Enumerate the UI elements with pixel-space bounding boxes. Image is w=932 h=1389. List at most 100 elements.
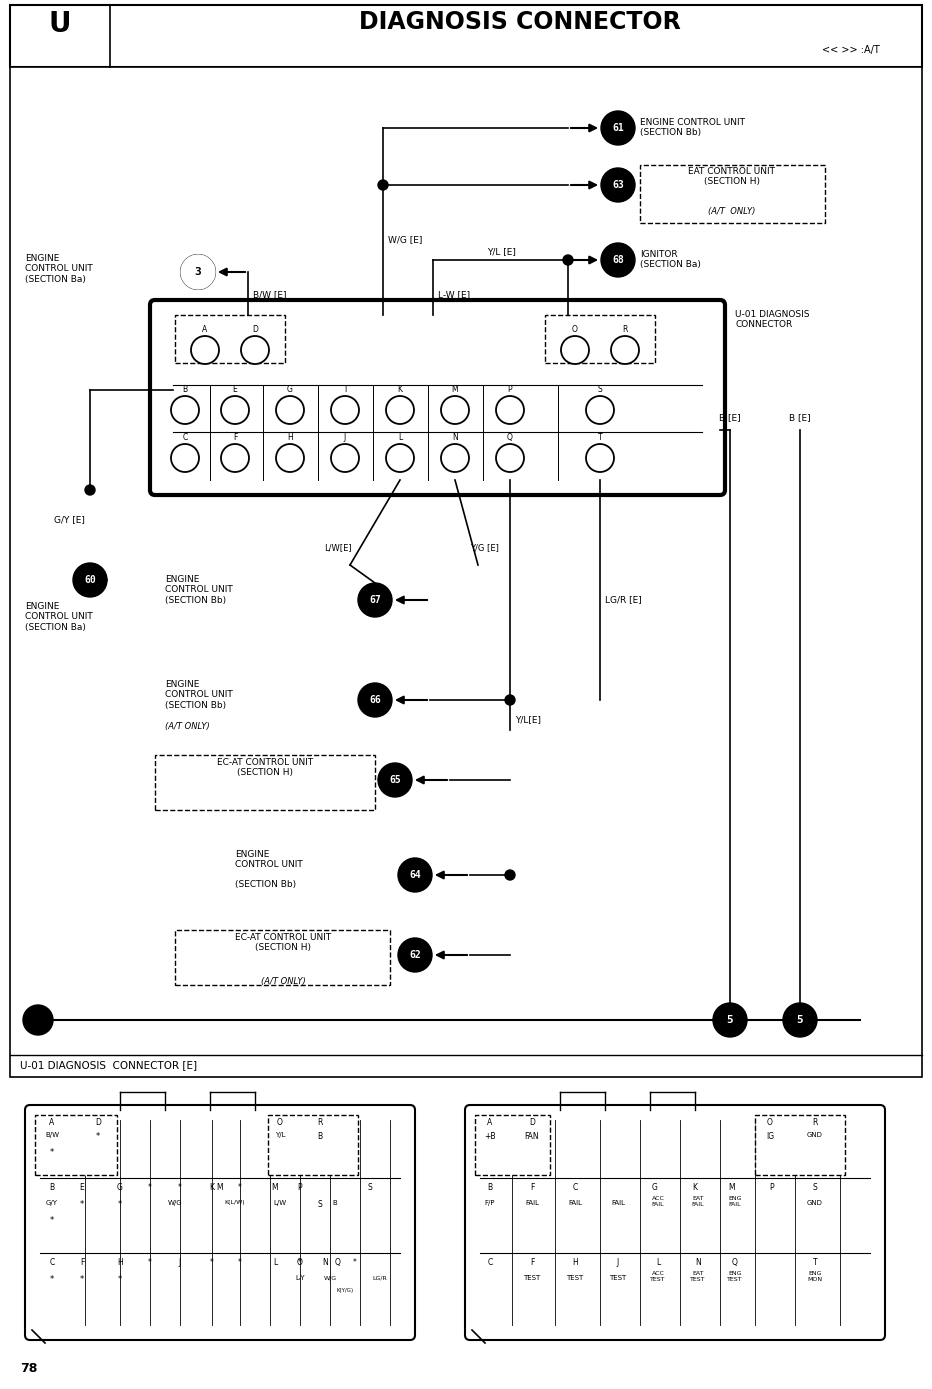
FancyBboxPatch shape (268, 1115, 358, 1175)
Text: R: R (813, 1118, 817, 1126)
Text: << >> :A/T: << >> :A/T (822, 44, 880, 56)
Text: ACC
FAIL: ACC FAIL (651, 1196, 665, 1207)
Text: 5: 5 (797, 1015, 803, 1025)
Text: GND: GND (807, 1132, 823, 1138)
Text: O: O (277, 1118, 283, 1126)
Circle shape (386, 396, 414, 424)
Circle shape (496, 396, 524, 424)
Text: L/W: L/W (273, 1200, 286, 1206)
Text: B: B (333, 1200, 337, 1206)
Text: B/W [E]: B/W [E] (253, 290, 286, 300)
Circle shape (378, 763, 412, 797)
Text: Q: Q (507, 433, 513, 442)
Text: K(Y/G): K(Y/G) (336, 1288, 353, 1293)
FancyBboxPatch shape (545, 315, 655, 363)
Text: S: S (813, 1183, 817, 1192)
Text: *: * (210, 1258, 214, 1267)
Circle shape (386, 444, 414, 472)
Circle shape (378, 181, 388, 190)
Text: *: * (178, 1183, 182, 1192)
FancyBboxPatch shape (475, 1115, 550, 1175)
Circle shape (171, 396, 199, 424)
Circle shape (181, 256, 215, 289)
Text: L: L (398, 433, 402, 442)
Text: ENGINE
CONTROL UNIT
(SECTION Ba): ENGINE CONTROL UNIT (SECTION Ba) (25, 601, 93, 632)
Text: EAT
TEST: EAT TEST (691, 1271, 706, 1282)
Text: Q: Q (732, 1258, 738, 1267)
Text: 64: 64 (409, 870, 421, 881)
Text: G: G (34, 1015, 42, 1025)
Text: G: G (287, 385, 293, 394)
Circle shape (398, 938, 432, 972)
Circle shape (191, 336, 219, 364)
Text: J: J (617, 1258, 619, 1267)
Text: ENG
FAIL: ENG FAIL (728, 1196, 742, 1207)
Text: ENGINE
CONTROL UNIT
(SECTION Bb): ENGINE CONTROL UNIT (SECTION Bb) (165, 681, 233, 710)
Text: Y/L [E]: Y/L [E] (487, 247, 516, 257)
Text: G: G (652, 1183, 658, 1192)
Text: 65: 65 (390, 775, 401, 785)
Circle shape (331, 396, 359, 424)
Text: D: D (529, 1118, 535, 1126)
Text: ACC
TEST: ACC TEST (651, 1271, 665, 1282)
FancyBboxPatch shape (755, 1115, 845, 1175)
Circle shape (358, 583, 392, 617)
Text: K(L/W): K(L/W) (225, 1200, 245, 1206)
Text: E: E (79, 1183, 85, 1192)
Text: S: S (318, 1200, 322, 1208)
Text: L: L (656, 1258, 660, 1267)
Text: *: * (50, 1275, 54, 1283)
Text: *: * (80, 1200, 84, 1208)
Text: W/G: W/G (323, 1275, 336, 1281)
Text: TEST: TEST (610, 1275, 626, 1281)
Circle shape (73, 563, 107, 597)
Circle shape (586, 444, 614, 472)
Text: G/Y: G/Y (46, 1200, 58, 1206)
Text: ENGINE
CONTROL UNIT
(SECTION Bb): ENGINE CONTROL UNIT (SECTION Bb) (165, 575, 233, 604)
Text: J: J (179, 1258, 181, 1267)
Circle shape (441, 396, 469, 424)
Text: M: M (452, 385, 459, 394)
Circle shape (85, 485, 95, 494)
Text: O: O (572, 325, 578, 333)
Circle shape (601, 168, 635, 201)
Text: ENGINE
CONTROL UNIT: ENGINE CONTROL UNIT (235, 850, 303, 870)
Text: IG: IG (766, 1132, 774, 1140)
Text: K: K (398, 385, 403, 394)
Text: *: * (80, 1275, 84, 1283)
FancyBboxPatch shape (25, 1106, 415, 1340)
Circle shape (611, 336, 639, 364)
Text: FAIL: FAIL (611, 1200, 625, 1206)
FancyBboxPatch shape (150, 300, 725, 494)
Text: ENGINE CONTROL UNIT
(SECTION Bb): ENGINE CONTROL UNIT (SECTION Bb) (640, 118, 745, 138)
Text: A: A (49, 1118, 55, 1126)
Text: FAIL: FAIL (525, 1200, 539, 1206)
Text: G: G (117, 1183, 123, 1192)
Text: F: F (529, 1183, 534, 1192)
Text: LG/R [E]: LG/R [E] (605, 596, 642, 604)
Text: Y/L: Y/L (275, 1132, 285, 1138)
Circle shape (563, 256, 573, 265)
Text: Q: Q (336, 1258, 341, 1267)
Circle shape (241, 336, 269, 364)
Text: 66: 66 (369, 694, 381, 706)
Text: 3: 3 (195, 267, 201, 276)
Circle shape (505, 870, 515, 881)
Text: *: * (96, 1132, 100, 1140)
FancyBboxPatch shape (640, 165, 825, 224)
Circle shape (276, 396, 304, 424)
Text: B/W: B/W (45, 1132, 59, 1138)
Text: F: F (233, 433, 237, 442)
Text: P: P (770, 1183, 774, 1192)
Text: M: M (729, 1183, 735, 1192)
FancyBboxPatch shape (10, 6, 922, 67)
Text: IGNITOR
(SECTION Ba): IGNITOR (SECTION Ba) (640, 250, 701, 269)
Text: *: * (50, 1215, 54, 1225)
Text: B: B (49, 1183, 55, 1192)
Text: S: S (597, 385, 602, 394)
Text: FAN: FAN (525, 1132, 540, 1140)
Circle shape (398, 858, 432, 892)
Text: TEST: TEST (567, 1275, 583, 1281)
Text: H: H (117, 1258, 123, 1267)
Text: N: N (452, 433, 458, 442)
